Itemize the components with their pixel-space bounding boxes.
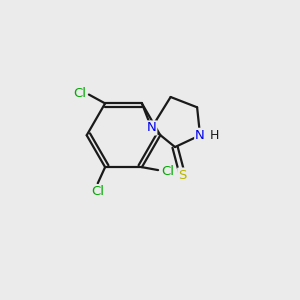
Text: Cl: Cl — [73, 87, 86, 100]
Text: Cl: Cl — [161, 165, 174, 178]
Text: N: N — [147, 122, 156, 134]
Text: S: S — [178, 169, 187, 182]
Text: H: H — [209, 129, 219, 142]
Text: N: N — [195, 129, 205, 142]
Text: Cl: Cl — [91, 185, 104, 198]
